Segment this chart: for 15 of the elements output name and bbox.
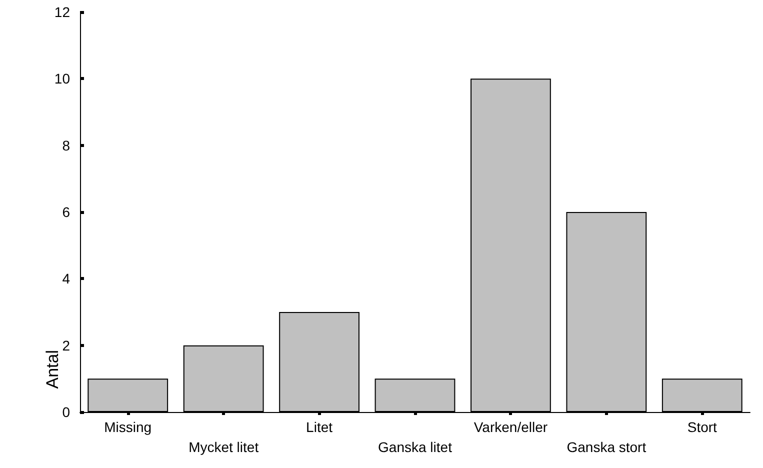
y-tick-label: 2 bbox=[62, 337, 70, 354]
x-tick-label: Ganska stort bbox=[566, 439, 646, 455]
x-tick-label: Litet bbox=[306, 419, 333, 435]
y-tick-label: 6 bbox=[62, 204, 70, 220]
y-tick-label: 12 bbox=[54, 4, 70, 20]
y-tick-label: 4 bbox=[62, 270, 70, 287]
x-tick-label: Ganska litet bbox=[378, 439, 452, 455]
y-axis-title: Antal bbox=[43, 350, 62, 389]
x-tick-label: Varken/eller bbox=[474, 419, 548, 435]
x-tick-label: Mycket litet bbox=[188, 439, 259, 455]
x-tick-label: Stort bbox=[687, 419, 718, 435]
y-tick-label: 10 bbox=[54, 70, 70, 87]
x-tick-label: Missing bbox=[104, 419, 152, 435]
y-tick-label: 0 bbox=[62, 404, 70, 420]
y-tick-label: 8 bbox=[62, 137, 70, 154]
